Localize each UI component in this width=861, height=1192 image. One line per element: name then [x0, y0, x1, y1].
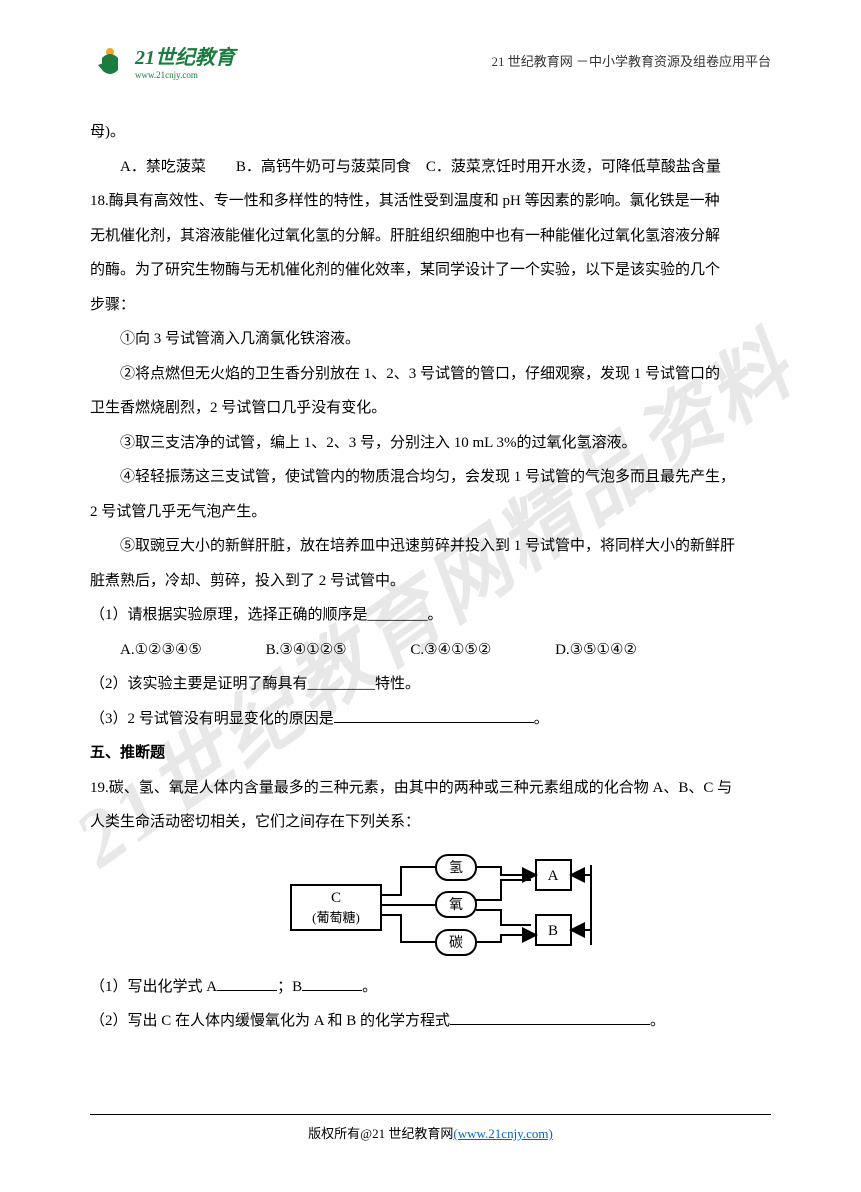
q18-3-pre: （3）2 号试管没有明显变化的原因是: [90, 711, 334, 727]
step-4b: 2 号试管几乎无气泡产生。: [90, 495, 771, 530]
q19-1-end: 。: [362, 979, 377, 995]
q18-stem-2: 无机催化剂，其溶液能催化过氧化氢的分解。肝脏组织细胞中也有一种能催化过氧化氢溶液…: [90, 219, 771, 254]
q18-2: （2）该实验主要是证明了酶具有_________特性。: [90, 667, 771, 702]
logo-icon: [90, 40, 130, 80]
step-1: ①向 3 号试管滴入几滴氯化铁溶液。: [90, 322, 771, 357]
q17-options: A．禁吃菠菜 B．高钙牛奶可与菠菜同食 C．菠菜烹饪时用开水烫，可降低草酸盐含量: [90, 150, 771, 185]
header-right-text: 21 世纪教育网 －中小学教育资源及组卷应用平台: [491, 51, 771, 70]
node-c-label: C: [330, 890, 340, 906]
footer-prefix: 版权所有@21 世纪教育网: [308, 1126, 453, 1141]
q18-3: （3）2 号试管没有明显变化的原因是。: [90, 702, 771, 737]
q18-stem-4: 步骤：: [90, 288, 771, 323]
section-5-title: 五、推断题: [90, 736, 771, 771]
logo-text-block: 21世纪教育 www.21cnjy.com: [135, 41, 235, 80]
opt-a: A.①②③④⑤: [120, 642, 202, 658]
q18-stem-1: 18.酶具有高效性、专一性和多样性的特性，其活性受到温度和 pH 等因素的影响。…: [90, 184, 771, 219]
q19-2: （2）写出 C 在人体内缓慢氧化为 A 和 B 的化学方程式 。: [90, 1004, 771, 1039]
q19-stem-1: 19.碳、氢、氧是人体内含量最多的三种元素，由其中的两种或三种元素组成的化合物 …: [90, 771, 771, 806]
opt-b: B.③④①②⑤: [266, 642, 347, 658]
blank-field: [450, 1010, 650, 1025]
step-5a: ⑤取豌豆大小的新鲜肝脏，放在培养皿中迅速剪碎并投入到 1 号试管中，将同样大小的…: [90, 529, 771, 564]
logo: 21世纪教育 www.21cnjy.com: [90, 40, 235, 80]
blank-field: [302, 976, 362, 991]
q19-1-pre: （1）写出化学式 A: [90, 979, 217, 995]
q19-1: （1）写出化学式 A ；B 。: [90, 970, 771, 1005]
step-4a: ④轻轻振荡这三支试管，使试管内的物质混合均匀，会发现 1 号试管的气泡多而且最先…: [90, 460, 771, 495]
footer-link[interactable]: (www.21cnjy.com): [453, 1126, 552, 1141]
q19-stem-2: 人类生命活动密切相关，它们之间存在下列关系：: [90, 805, 771, 840]
blank-field: [217, 976, 277, 991]
node-o-label: 氧: [449, 897, 463, 913]
q19-2-end: 。: [650, 1013, 665, 1029]
node-a-label: A: [547, 868, 558, 884]
page-footer: 版权所有@21 世纪教育网(www.21cnjy.com): [90, 1114, 771, 1142]
node-c-sublabel: (葡萄糖): [312, 910, 360, 925]
q19-1-mid: ；B: [277, 979, 302, 995]
blank-field: [334, 708, 534, 723]
q18-1-options: A.①②③④⑤ B.③④①②⑤ C.③④①⑤② D.③⑤①④②: [90, 633, 771, 668]
step-3: ③取三支洁净的试管，编上 1、2、3 号，分别注入 10 mL 3%的过氧化氢溶…: [90, 426, 771, 461]
opt-c: C.③④①⑤②: [410, 642, 491, 658]
logo-sub-text: www.21cnjy.com: [135, 70, 235, 80]
q19-2-pre: （2）写出 C 在人体内缓慢氧化为 A 和 B 的化学方程式: [90, 1013, 450, 1029]
node-b-label: B: [547, 923, 557, 939]
logo-main-text: 21世纪教育: [135, 41, 235, 70]
step-5b: 脏煮熟后，冷却、剪碎，投入到了 2 号试管中。: [90, 564, 771, 599]
page-header: 21世纪教育 www.21cnjy.com 21 世纪教育网 －中小学教育资源及…: [90, 40, 771, 80]
step-2a: ②将点燃但无火焰的卫生香分别放在 1、2、3 号试管的管口，仔细观察，发现 1 …: [90, 357, 771, 392]
flowchart-diagram: C (葡萄糖) 氢 氧 碳 A B: [90, 850, 771, 960]
node-ca-label: 碳: [449, 935, 463, 951]
node-h-label: 氢: [449, 860, 463, 876]
opt-d: D.③⑤①④②: [555, 642, 637, 658]
q18-stem-3: 的酶。为了研究生物酶与无机催化剂的催化效率，某同学设计了一个实验，以下是该实验的…: [90, 253, 771, 288]
step-2b: 卫生香燃烧剧烈，2 号试管口几乎没有变化。: [90, 391, 771, 426]
q18-1: （1）请根据实验原理，选择正确的顺序是________。: [90, 598, 771, 633]
document-content: 母)。 A．禁吃菠菜 B．高钙牛奶可与菠菜同食 C．菠菜烹饪时用开水烫，可降低草…: [90, 115, 771, 1039]
line-fragment: 母)。: [90, 115, 771, 150]
